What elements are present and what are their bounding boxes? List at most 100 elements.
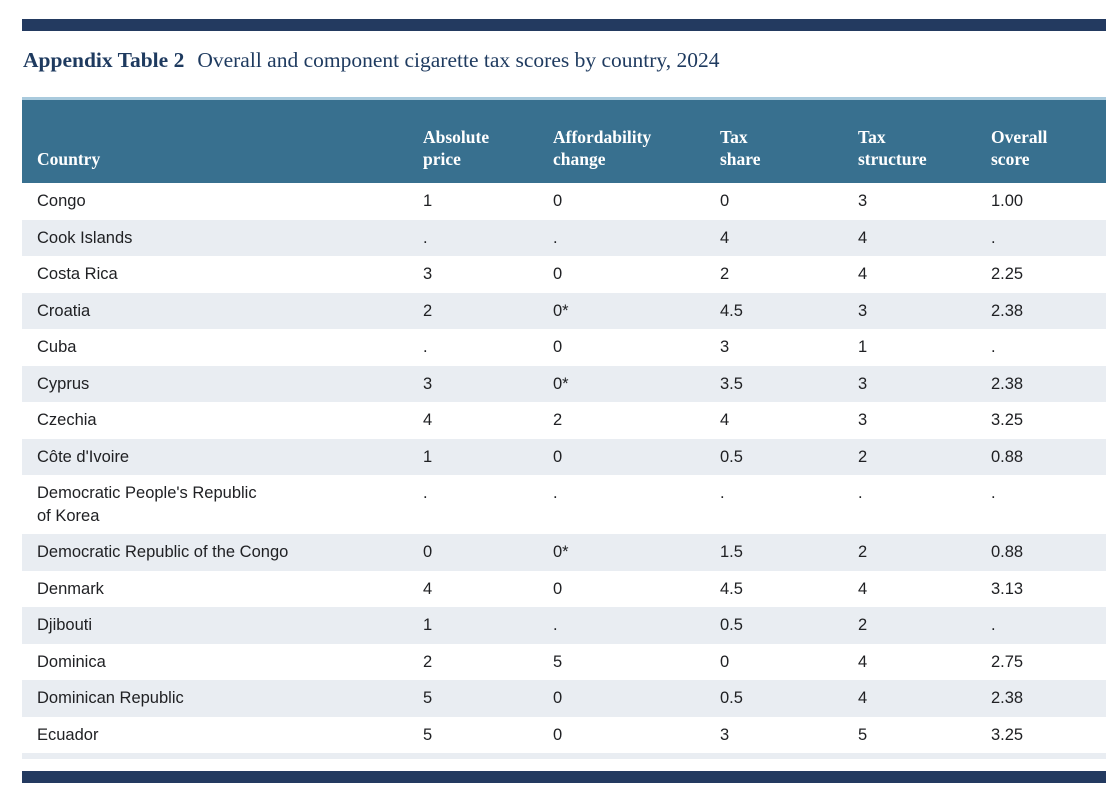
tax_share-cell: 4	[720, 228, 730, 247]
affordability_change-cell: 2	[553, 411, 563, 429]
table-row: Denmark 4 0 4.5 4 3.13	[22, 571, 1106, 608]
table-row: Dominican Republic 5 0 0.5 4 2.38	[22, 680, 1106, 717]
table-row: Congo 1 0 0 3 1.00	[22, 183, 1106, 220]
tax_structure-cell: 4	[858, 689, 868, 707]
absolute_price-cell: 1	[423, 616, 433, 634]
country-cell: Côte d'Ivoire	[37, 447, 130, 466]
absolute_price-cell: 0	[423, 543, 433, 561]
country-cell: Dominican Republic	[37, 689, 184, 707]
table-row: Ecuador 5 0 3 5 3.25	[22, 717, 1106, 754]
table-row: Côte d'Ivoire 1 0 0.5 2 0.88	[22, 438, 1106, 475]
absolute_price-cell: 5	[423, 725, 433, 744]
overall_score-cell: 2.25	[991, 265, 1024, 283]
overall_score-cell: 1.00	[991, 192, 1024, 210]
tax_share-cell: 3.5	[720, 374, 743, 393]
partial-row-sliver	[22, 753, 1106, 759]
tax_structure-cell: 3	[858, 374, 868, 393]
table-row: Costa Rica 3 0 2 4 2.25	[22, 256, 1106, 293]
affordability_change-cell: 0*	[553, 543, 569, 561]
table-body: Congo 1 0 0 3 1.00 Cook Islands.. 4 4. Costa Rica…	[22, 183, 1106, 753]
affordability_change-cell: 0	[553, 192, 563, 210]
bottom-accent-bar	[22, 771, 1106, 783]
tax_share-cell: 4.5	[720, 579, 743, 598]
column-header-country: Country	[22, 100, 412, 183]
affordability_change-cell: 0	[553, 265, 563, 283]
affordability_change-cell: 0	[553, 725, 563, 744]
column-header-overall-score: Overall score	[980, 100, 1106, 183]
overall_score-cell: 2.75	[991, 652, 1024, 671]
country-cell: Democratic People's Republic of Korea	[37, 484, 257, 525]
tax_share-cell: 4	[720, 411, 730, 429]
country-cell: Cyprus	[37, 374, 90, 393]
absolute_price-cell: 1	[423, 447, 433, 466]
country-cell: Djibouti	[37, 616, 93, 634]
tax_share-cell: .	[720, 484, 725, 502]
tax_share-cell: 3	[720, 725, 730, 744]
country-cell: Congo	[37, 192, 86, 210]
header-top-rule	[22, 97, 1106, 100]
absolute_price-cell: 4	[423, 411, 433, 429]
header-row: Country Absolute price Affordability cha…	[22, 100, 1106, 183]
absolute_price-cell: 4	[423, 579, 433, 598]
table-row: Djibouti 1. 0.5 2.	[22, 607, 1106, 644]
tax_share-cell: 2	[720, 265, 730, 283]
affordability_change-cell: 5	[553, 652, 563, 671]
table-row: Democratic Republic of the Congo 0 0* 1.5 2 0…	[22, 534, 1106, 571]
tax_structure-cell: 4	[858, 265, 868, 283]
table-row: Cuba. 0 3 1.	[22, 329, 1106, 366]
country-cell: Czechia	[37, 411, 97, 429]
overall_score-cell: .	[991, 616, 996, 634]
column-header-tax-structure: Tax structure	[847, 100, 980, 183]
overall_score-cell: .	[991, 484, 996, 502]
country-cell: Dominica	[37, 652, 106, 671]
absolute_price-cell: .	[423, 484, 428, 502]
tax_structure-cell: 5	[858, 725, 868, 744]
table-title: Appendix Table 2 Overall and component ci…	[23, 48, 720, 73]
overall_score-cell: 2.38	[991, 689, 1024, 707]
affordability_change-cell: .	[553, 484, 558, 502]
overall_score-cell: 2.38	[991, 301, 1024, 320]
tax_share-cell: 0	[720, 652, 730, 671]
table-title-label: Appendix Table 2	[23, 48, 185, 72]
table-header: Country Absolute price Affordability cha…	[22, 100, 1106, 183]
country-scores-table: Country Absolute price Affordability cha…	[22, 100, 1106, 753]
overall_score-cell: 0.88	[991, 447, 1024, 466]
absolute_price-cell: 2	[423, 301, 433, 320]
table-title-text: Overall and component cigarette tax scor…	[197, 48, 720, 72]
tax_share-cell: 1.5	[720, 543, 743, 561]
data-table-container: Country Absolute price Affordability cha…	[22, 97, 1106, 759]
country-cell: Cuba	[37, 338, 77, 356]
column-header-tax-share: Tax share	[709, 100, 847, 183]
overall_score-cell: .	[991, 338, 996, 356]
country-cell: Ecuador	[37, 725, 99, 744]
overall_score-cell: 0.88	[991, 543, 1024, 561]
country-cell: Democratic Republic of the Congo	[37, 543, 289, 561]
affordability_change-cell: 0*	[553, 374, 569, 393]
overall_score-cell: .	[991, 228, 996, 247]
absolute_price-cell: 3	[423, 374, 433, 393]
affordability_change-cell: 0	[553, 579, 563, 598]
tax_share-cell: 0.5	[720, 616, 743, 634]
tax_share-cell: 0	[720, 192, 730, 210]
tax_structure-cell: 1	[858, 338, 868, 356]
country-cell: Costa Rica	[37, 265, 118, 283]
absolute_price-cell: 3	[423, 265, 433, 283]
absolute_price-cell: 1	[423, 192, 433, 210]
column-header-affordability-change: Affordability change	[542, 100, 709, 183]
absolute_price-cell: 2	[423, 652, 433, 671]
tax_structure-cell: 4	[858, 652, 868, 671]
affordability_change-cell: 0	[553, 447, 563, 466]
top-accent-bar	[22, 19, 1106, 31]
column-header-absolute-price: Absolute price	[412, 100, 542, 183]
overall_score-cell: 3.25	[991, 725, 1024, 744]
tax_share-cell: 0.5	[720, 447, 743, 466]
affordability_change-cell: .	[553, 228, 558, 247]
tax_structure-cell: .	[858, 484, 863, 502]
tax_structure-cell: 3	[858, 411, 868, 429]
tax_structure-cell: 2	[858, 447, 868, 466]
absolute_price-cell: .	[423, 228, 428, 247]
affordability_change-cell: 0	[553, 338, 563, 356]
tax_structure-cell: 4	[858, 228, 868, 247]
tax_share-cell: 4.5	[720, 301, 743, 320]
